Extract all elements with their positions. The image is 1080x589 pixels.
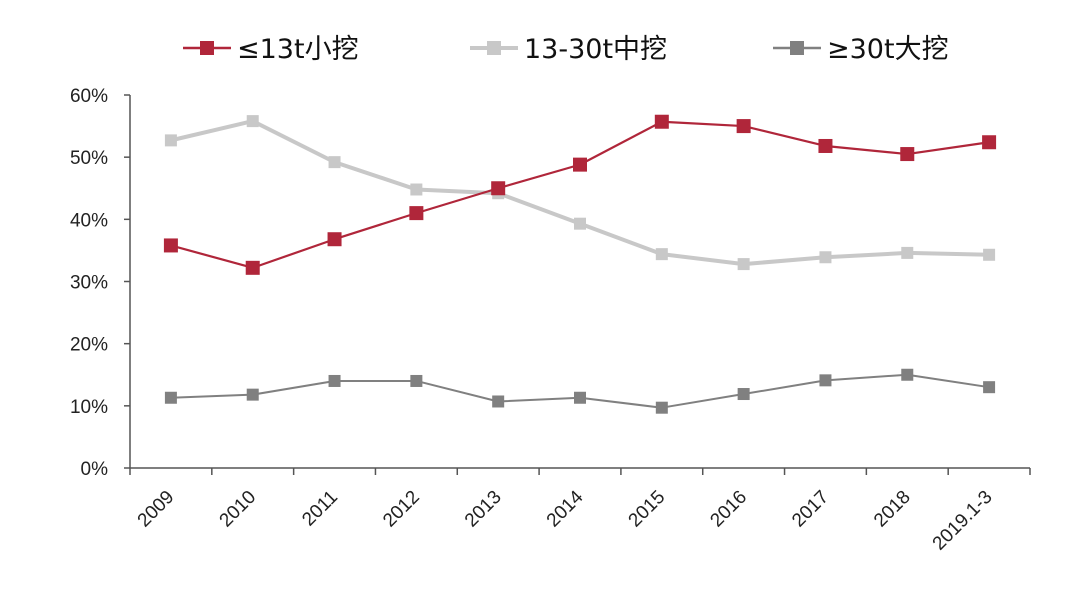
- data-point: [327, 232, 342, 247]
- x-tick-label: 2017: [788, 487, 833, 532]
- x-tick-label: 2010: [216, 487, 261, 532]
- legend-item: ≤13t小挖: [183, 34, 359, 65]
- y-tick-label: 60%: [70, 86, 108, 107]
- x-tick-label: 2018: [870, 487, 915, 532]
- legend-item: 13-30t中挖: [470, 34, 667, 65]
- data-point: [328, 374, 341, 387]
- data-point: [901, 246, 914, 259]
- y-tick-label: 20%: [70, 335, 108, 356]
- data-point: [982, 135, 997, 150]
- legend-label: ≥30t大挖: [827, 34, 949, 65]
- x-tick-label: 2012: [379, 487, 424, 532]
- x-tick-label: 2011: [298, 487, 342, 531]
- data-point: [246, 115, 259, 128]
- x-tick-label: 2014: [543, 486, 588, 531]
- data-point: [983, 248, 996, 261]
- x-tick-label: 2016: [706, 487, 751, 532]
- data-point: [819, 374, 832, 387]
- data-point: [492, 395, 505, 408]
- data-point: [737, 258, 750, 271]
- x-tick-label: 2009: [134, 487, 179, 532]
- data-point: [410, 374, 423, 387]
- series-1: [164, 115, 996, 271]
- data-point: [737, 388, 750, 401]
- data-point: [655, 401, 668, 414]
- legend-item: ≥30t大挖: [773, 34, 949, 65]
- data-point: [901, 368, 914, 381]
- data-point: [900, 147, 915, 162]
- x-tick-label: 2015: [625, 487, 670, 532]
- data-point: [654, 114, 669, 129]
- data-point: [983, 381, 996, 394]
- series-0: [163, 114, 997, 275]
- series-2: [164, 368, 996, 414]
- data-point: [573, 157, 587, 172]
- data-point: [409, 206, 424, 221]
- y-tick-label: 40%: [70, 210, 108, 231]
- data-point: [410, 183, 423, 196]
- data-point: [819, 251, 832, 264]
- data-point: [574, 391, 586, 404]
- y-tick-label: 0%: [81, 459, 109, 480]
- data-point: [246, 388, 259, 401]
- data-point: [245, 260, 260, 275]
- data-point: [818, 138, 833, 153]
- legend: ≤13t小挖 13-30t中挖 ≥30t大挖: [183, 34, 949, 65]
- data-point: [574, 217, 586, 230]
- data-point: [736, 119, 751, 134]
- y-tick-label: 10%: [70, 397, 108, 418]
- data-point: [491, 181, 506, 196]
- series-line: [170, 119, 990, 267]
- legend-label: 13-30t中挖: [524, 34, 667, 65]
- data-point: [655, 248, 668, 261]
- axes: 0% 10% 20% 30% 40% 50% 60% 2009 2010 2011 2012 2013…: [70, 86, 1031, 555]
- y-tick-label: 50%: [70, 148, 108, 169]
- series-layer: [163, 114, 997, 414]
- data-point: [163, 238, 178, 253]
- x-tick-label: 2019.1-3: [929, 487, 997, 555]
- data-point: [164, 134, 177, 147]
- legend-swatch-marker: [790, 41, 804, 55]
- data-point: [164, 391, 177, 404]
- x-tick-label: 2013: [461, 487, 506, 532]
- legend-swatch-marker: [200, 41, 214, 55]
- legend-swatch-marker: [487, 41, 501, 55]
- legend-label: ≤13t小挖: [237, 34, 359, 65]
- data-point: [328, 156, 341, 169]
- y-tick-label: 30%: [70, 273, 108, 294]
